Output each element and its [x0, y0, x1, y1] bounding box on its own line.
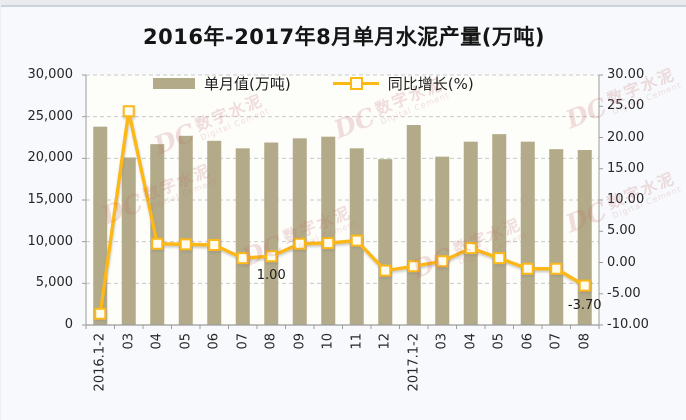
bar [93, 126, 108, 326]
y-axis-right-tick-label: 10.00 [607, 192, 645, 207]
y-axis-right-tick-label: 20.00 [607, 129, 645, 145]
x-axis-label: 07 [548, 333, 564, 350]
line-marker [493, 252, 506, 265]
y-axis-right-tick-label: -10.00 [607, 317, 649, 332]
legend: 单月值(万吨) 同比增长(%) [153, 70, 474, 96]
bar [406, 125, 421, 325]
line-marker [464, 242, 477, 255]
line-marker [350, 234, 363, 247]
x-axis-label: 2016.1-2 [92, 333, 108, 392]
point-label: 1.00 [256, 268, 286, 284]
y-axis-right-tick-label: 5.00 [607, 223, 636, 239]
line-marker [407, 260, 420, 273]
line-marker [521, 262, 534, 275]
x-axis-label: 05 [178, 333, 194, 350]
y-axis-left-tick-label: 30,000 [27, 67, 74, 82]
x-axis-label: 2017.1-2 [406, 333, 422, 392]
line-marker [578, 279, 591, 292]
x-axis-label: 06 [520, 333, 536, 350]
line-marker [550, 262, 563, 275]
y-axis-left-tick-label: 10,000 [27, 233, 74, 249]
line-marker [179, 238, 192, 251]
y-axis-right-tick-label: 30.00 [607, 67, 645, 82]
bar [435, 156, 450, 325]
line-marker [151, 237, 164, 250]
line-marker [322, 237, 335, 250]
bar [492, 134, 507, 325]
bar [321, 136, 336, 325]
line-marker [265, 250, 278, 263]
y-axis-right-tick-label: 25.00 [607, 98, 645, 114]
legend-line-label: 同比增长(%) [387, 74, 474, 93]
x-axis-label: 12 [377, 333, 393, 350]
x-axis-label: 10 [320, 333, 336, 350]
bar [121, 157, 136, 325]
line-marker [208, 239, 221, 251]
line-marker [379, 264, 392, 277]
bar [235, 148, 250, 325]
chart-title: 2016年-2017年8月单月水泥产量(万吨) [143, 25, 545, 49]
legend-bar-label: 单月值(万吨) [204, 74, 291, 93]
bar [378, 159, 393, 325]
x-axis-label: 05 [491, 333, 507, 350]
x-axis-label: 03 [434, 333, 450, 350]
y-axis-left-tick-label: 5,000 [35, 275, 73, 291]
x-axis-label: 06 [206, 333, 222, 350]
legend-bar-swatch-icon [153, 77, 195, 89]
line-marker [293, 237, 306, 250]
x-axis-label: 04 [463, 333, 479, 350]
bar [463, 141, 478, 325]
line-marker [122, 105, 135, 118]
x-axis-label: 04 [149, 333, 165, 350]
x-axis-label: 08 [577, 333, 593, 350]
bar [520, 141, 535, 325]
y-axis-right-tick-label: 15.00 [607, 160, 645, 176]
bar [207, 140, 222, 325]
line-marker [436, 255, 449, 268]
bar [292, 138, 307, 325]
bar [150, 144, 165, 325]
line-swatch-marker-icon [349, 77, 363, 90]
x-axis-label: 09 [292, 333, 308, 350]
line-marker [236, 252, 249, 265]
x-axis-label: 03 [121, 333, 137, 350]
x-axis-label: 07 [235, 333, 251, 350]
x-axis-label: 11 [349, 333, 365, 350]
panel-top-strip [1, 0, 686, 7]
x-axis-label: 08 [263, 333, 279, 350]
line-series [94, 105, 591, 320]
legend-line-swatch-icon [332, 77, 379, 90]
y-axis-left-tick-label: 25,000 [27, 108, 74, 124]
bar [549, 149, 564, 325]
y-axis-right-tick-label: -5.00 [607, 285, 641, 301]
bar [264, 142, 279, 325]
y-axis-left-tick-label: 0 [64, 317, 73, 332]
y-axis-left-tick-label: 15,000 [27, 192, 74, 207]
y-axis-left-tick-label: 20,000 [27, 150, 74, 166]
bar [178, 135, 193, 325]
point-label: -3.70 [567, 297, 602, 313]
y-axis-right-tick-label: 0.00 [607, 254, 636, 270]
line-marker [94, 307, 107, 320]
